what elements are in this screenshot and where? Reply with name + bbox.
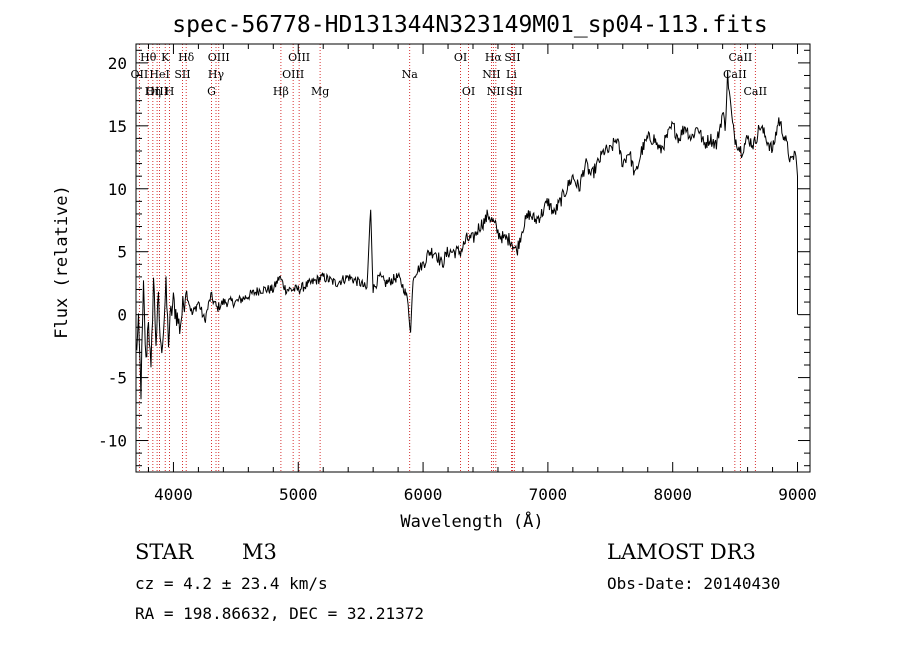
spectral-line-label: SII: [174, 68, 190, 81]
spectral-line-label: NII: [487, 85, 505, 98]
y-axis-ticks: -10 -5 0 5 10 15 20: [98, 49, 810, 467]
spectral-line-label: HeI: [149, 68, 169, 81]
redshift-velocity: cz = 4.2 ± 23.4 km/s: [135, 574, 328, 593]
x-axis-ticks: 4000 5000 6000 7000 8000 9000: [147, 44, 817, 504]
spectral-line-label: OII: [131, 68, 149, 81]
y-tick-label: 10: [108, 180, 127, 199]
spectrum-line: [135, 70, 798, 400]
x-tick-label: 5000: [279, 485, 318, 504]
y-tick-label: -10: [98, 432, 127, 451]
spectral-line-label: OIII: [146, 85, 168, 98]
survey-name: LAMOST DR3: [607, 540, 756, 564]
sky-coordinates: RA = 198.86632, DEC = 32.21372: [135, 604, 424, 623]
x-tick-label: 9000: [778, 485, 817, 504]
plot-frame: [135, 43, 811, 473]
spectral-line-label: CaII: [723, 68, 747, 81]
spectral-line-label: Mg: [311, 85, 329, 98]
x-tick-label: 7000: [529, 485, 568, 504]
spectral-line-label: CaII: [743, 85, 767, 98]
spectral-line-label: OIII: [282, 68, 304, 81]
spectral-line-label: SII: [504, 51, 520, 64]
spectral-line-markers: Hθ OII OIII K HeI Hη SII H Hδ OIII Hγ G OIII OIII Hβ Mg…: [131, 44, 767, 472]
y-axis-label: Flux (relative): [52, 185, 72, 339]
spectral-line-label: OI: [462, 85, 475, 98]
observation-date: Obs-Date: 20140430: [607, 574, 781, 593]
x-axis-label: Wavelength (Å): [400, 510, 543, 532]
spectral-line-label: SII: [506, 85, 522, 98]
spectral-line-label: Hθ: [140, 51, 157, 64]
y-tick-label: -5: [108, 369, 127, 388]
x-tick-label: 8000: [653, 485, 692, 504]
spectral-line-label: Hβ: [273, 85, 289, 98]
chart-title: spec-56778-HD131344N323149M01_sp04-113.f…: [172, 12, 767, 38]
spectral-line-label: OIII: [288, 51, 310, 64]
y-tick-label: 20: [108, 54, 127, 73]
spectral-line-label: G: [207, 85, 216, 98]
spectral-line-label: CaII: [729, 51, 753, 64]
y-tick-label: 5: [117, 243, 127, 262]
spectral-line-label: Li: [506, 68, 517, 81]
y-tick-label: 15: [108, 117, 127, 136]
object-type: STAR: [135, 540, 194, 564]
spectral-line-label: Hη: [145, 85, 161, 98]
spectral-line-label: K: [161, 51, 170, 64]
y-tick-label: 0: [117, 306, 127, 325]
spectral-line-label: NII: [482, 68, 500, 81]
spectral-line-label: Na: [402, 68, 419, 81]
x-tick-label: 6000: [404, 485, 443, 504]
x-tick-label: 4000: [154, 485, 193, 504]
spectral-line-label: H: [165, 85, 175, 98]
spectral-line-label: Hγ: [208, 68, 225, 81]
spectral-subclass: M3: [242, 540, 277, 564]
spectral-line-label: Hδ: [178, 51, 195, 64]
spectral-line-label: OI: [454, 51, 467, 64]
spectral-line-label: OIII: [208, 51, 230, 64]
spectral-line-label: Hα: [485, 51, 503, 64]
